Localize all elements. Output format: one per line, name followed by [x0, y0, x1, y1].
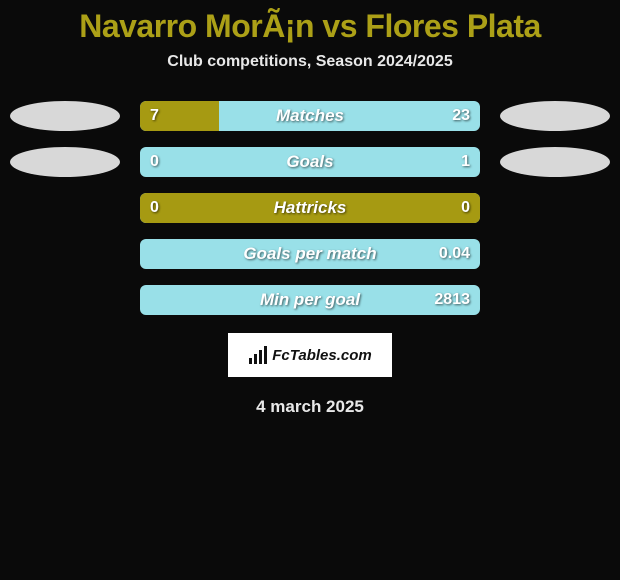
stat-right-value: 2813 — [434, 285, 470, 315]
stat-bar: Goals per match0.04 — [140, 239, 480, 269]
stat-label: Hattricks — [140, 193, 480, 223]
left-ellipse-icon — [10, 147, 120, 177]
stat-row: 0Hattricks0 — [0, 193, 620, 223]
stat-bar: 0Hattricks0 — [140, 193, 480, 223]
spacer — [10, 193, 120, 223]
subtitle: Club competitions, Season 2024/2025 — [0, 53, 620, 71]
right-ellipse-icon — [500, 147, 610, 177]
left-ellipse-icon — [10, 101, 120, 131]
stat-right-value: 23 — [452, 101, 470, 131]
spacer — [500, 193, 610, 223]
stat-label: Min per goal — [140, 285, 480, 315]
stat-bar: 0Goals1 — [140, 147, 480, 177]
spacer — [500, 239, 610, 269]
stat-right-value: 1 — [461, 147, 470, 177]
fctables-logo[interactable]: FcTables.com — [228, 333, 392, 377]
stat-row: 0Goals1 — [0, 147, 620, 177]
stat-row: 7Matches23 — [0, 101, 620, 131]
page-title: Navarro MorÃ¡n vs Flores Plata — [0, 8, 620, 45]
bar-chart-icon — [248, 346, 268, 364]
stats-list: 7Matches230Goals10Hattricks0Goals per ma… — [0, 101, 620, 315]
spacer — [10, 285, 120, 315]
date-label: 4 march 2025 — [0, 397, 620, 417]
spacer — [10, 239, 120, 269]
spacer — [500, 285, 610, 315]
stat-label: Goals — [140, 147, 480, 177]
stat-row: Min per goal2813 — [0, 285, 620, 315]
stat-row: Goals per match0.04 — [0, 239, 620, 269]
stat-bar: 7Matches23 — [140, 101, 480, 131]
stat-label: Goals per match — [140, 239, 480, 269]
stat-right-value: 0 — [461, 193, 470, 223]
stat-right-value: 0.04 — [439, 239, 470, 269]
stat-label: Matches — [140, 101, 480, 131]
logo-text: FcTables.com — [272, 347, 371, 364]
stat-bar: Min per goal2813 — [140, 285, 480, 315]
right-ellipse-icon — [500, 101, 610, 131]
stats-comparison-card: Navarro MorÃ¡n vs Flores Plata Club comp… — [0, 0, 620, 417]
